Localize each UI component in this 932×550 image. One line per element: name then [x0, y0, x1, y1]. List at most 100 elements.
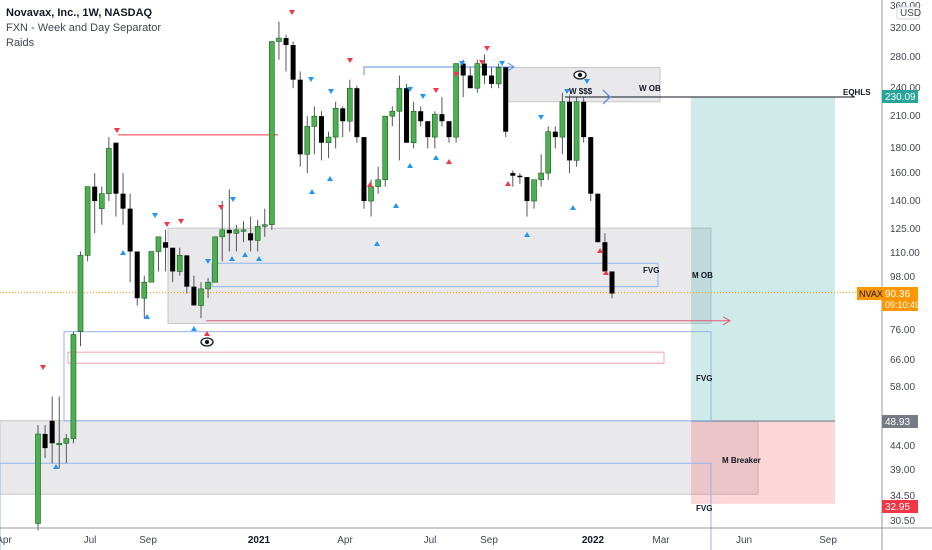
- candle: [290, 41, 296, 89]
- candle: [517, 173, 523, 184]
- indicator-raids[interactable]: Raids: [6, 37, 35, 49]
- raid-marker-up-icon: [446, 159, 452, 164]
- raid-marker-down-icon: [499, 61, 505, 66]
- raid-marker-down-icon: [538, 115, 544, 120]
- candle: [361, 137, 367, 209]
- candle: [170, 247, 176, 283]
- fvg-zone-bottom[interactable]: [0, 462, 712, 550]
- candle: [35, 425, 41, 531]
- raid-marker-down-icon: [308, 77, 314, 82]
- candle: [56, 396, 63, 469]
- stop-area[interactable]: [691, 421, 835, 504]
- time-tick: Sep: [819, 535, 837, 546]
- raid-marker-down-icon: [479, 60, 485, 65]
- target-area[interactable]: [691, 97, 835, 422]
- raid-marker-down-icon: [328, 89, 334, 94]
- raid-marker-up-icon: [393, 203, 399, 208]
- candle: [545, 126, 552, 180]
- candle: [489, 67, 495, 89]
- candle: [524, 177, 530, 217]
- indicator-week-day-separator[interactable]: FXN - Week and Day Separator: [6, 22, 162, 34]
- price-tick: 44.00: [890, 441, 915, 452]
- raid-marker-down-icon: [459, 61, 465, 66]
- raid-marker-up-icon: [570, 205, 576, 210]
- candle: [375, 166, 381, 194]
- m-ob-zone[interactable]: [167, 227, 712, 324]
- raid-marker-down-icon: [407, 87, 413, 92]
- raid-marker-up-icon: [524, 232, 530, 237]
- price-tick: 39.00: [890, 465, 915, 476]
- candle: [481, 54, 487, 84]
- candle: [176, 247, 183, 276]
- candle: [503, 67, 509, 138]
- raid-marker-down-icon: [433, 88, 439, 93]
- raid-marker-up-icon: [367, 182, 373, 187]
- fvg-zone-red[interactable]: [67, 351, 665, 364]
- candle: [495, 63, 502, 89]
- label-fvg-lower: FVG: [696, 374, 712, 383]
- candle: [325, 131, 332, 158]
- m-breaker-zone[interactable]: [0, 420, 759, 495]
- raid-marker-up-icon: [53, 464, 59, 469]
- raid-marker-up-icon: [256, 256, 262, 261]
- candle: [191, 275, 197, 306]
- svg-text:90.36: 90.36: [885, 289, 910, 300]
- raid-marker-up-icon: [603, 270, 609, 275]
- raid-marker-up-icon: [120, 250, 126, 255]
- candle: [134, 251, 140, 306]
- candle: [226, 189, 232, 252]
- label-eqhls: EQHLS: [843, 88, 871, 97]
- candle: [254, 219, 261, 252]
- candle: [382, 115, 389, 187]
- price-tick: 240.00: [890, 83, 921, 94]
- candle: [474, 59, 481, 93]
- candle: [106, 137, 112, 202]
- raid-marker-down-icon: [230, 197, 236, 202]
- currency-badge[interactable]: [896, 6, 920, 20]
- raid-marker-up-icon: [144, 314, 150, 319]
- candle: [240, 221, 247, 243]
- raid-marker-up-icon: [204, 331, 210, 336]
- fvg-zone-lower[interactable]: [63, 331, 712, 422]
- price-tick: 34.50: [890, 491, 915, 502]
- label-w-sss: W $$$: [569, 87, 593, 96]
- raid-marker-down-icon: [453, 72, 459, 77]
- label-fvg-bottom: FVG: [696, 504, 712, 513]
- fvg-zone-upper[interactable]: [211, 262, 659, 288]
- price-tick: 140.00: [890, 196, 921, 207]
- time-tick: Jul: [84, 535, 97, 546]
- raid-marker-down-icon: [420, 94, 426, 99]
- raid-marker-down-icon: [218, 205, 224, 210]
- raid-marker-up-icon: [597, 248, 603, 253]
- candle: [63, 433, 70, 464]
- raid-marker-down-icon: [484, 46, 490, 51]
- raid-marker-up-icon: [407, 163, 413, 168]
- candle: [297, 71, 303, 167]
- raid-marker-up-icon: [242, 252, 248, 257]
- candle: [155, 236, 162, 272]
- candle: [588, 137, 594, 202]
- candle: [113, 142, 119, 217]
- candle: [439, 97, 445, 127]
- candle: [269, 41, 275, 230]
- raid-marker-down-icon: [205, 259, 211, 264]
- raid-marker-down-icon: [40, 365, 46, 370]
- raid-marker-down-icon: [347, 58, 353, 63]
- symbol-title[interactable]: Novavax, Inc., 1W, NASDAQ: [6, 7, 153, 19]
- label-m-breaker: M Breaker: [722, 456, 761, 465]
- raid-marker-up-icon: [229, 256, 235, 261]
- raid-marker-down-icon: [178, 219, 184, 224]
- candle: [84, 186, 91, 262]
- svg-text:09:10:49: 09:10:49: [885, 300, 920, 310]
- candle: [120, 173, 126, 225]
- candle: [396, 75, 403, 161]
- candle: [163, 229, 169, 272]
- candle: [403, 83, 409, 143]
- candle: [92, 173, 98, 234]
- raid-marker-up-icon: [374, 241, 380, 246]
- label-w-ob: W OB: [639, 84, 661, 93]
- label-m-ob: M OB: [692, 271, 713, 280]
- candle: [184, 255, 190, 294]
- raid-marker-up-icon: [191, 326, 197, 331]
